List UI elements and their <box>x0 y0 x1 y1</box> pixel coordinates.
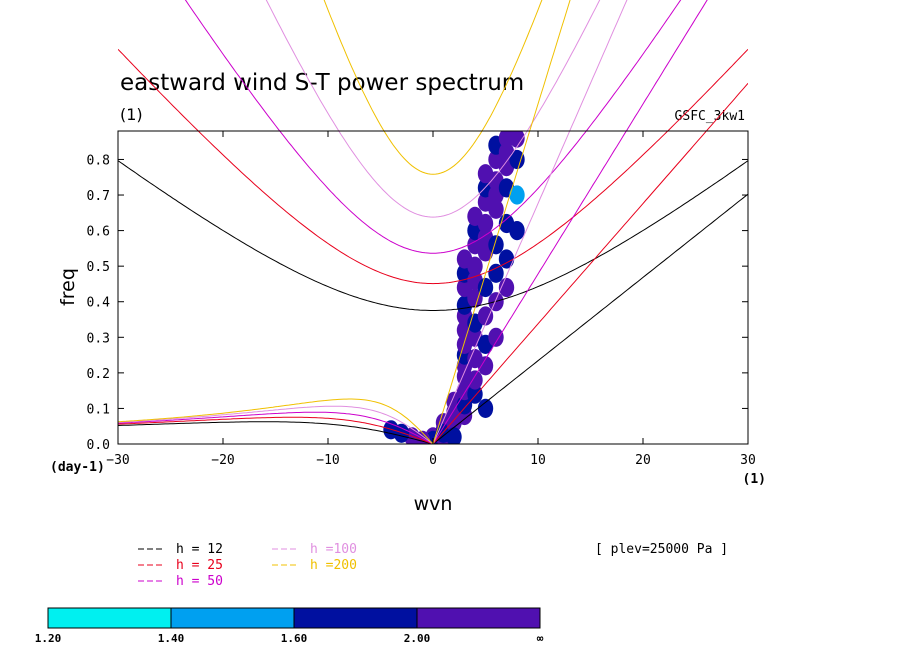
kelvin-curve <box>432 131 571 444</box>
legend-label: h = 12 <box>176 542 223 557</box>
chart-title: eastward wind S-T power spectrum <box>120 70 524 96</box>
y-tick-label: 0.2 <box>87 367 110 382</box>
rossby-curve <box>118 398 434 444</box>
rossby-curve <box>118 405 434 444</box>
colorbar-label: ∞ <box>537 632 544 645</box>
y-tick-label: 0.4 <box>87 296 111 311</box>
colorbar-label: 1.20 <box>35 632 62 645</box>
y-tick-label: 0.8 <box>87 153 110 168</box>
y-tick-label: 0.3 <box>87 331 110 346</box>
dataset-label: GSFC_3kw1 <box>675 109 745 124</box>
legend-label: h =100 <box>310 542 357 557</box>
y-tick-label: 0.5 <box>87 260 110 275</box>
x-tick-label: 30 <box>740 453 756 468</box>
spectrum-cell <box>467 370 483 390</box>
gravity-curve-overflow <box>184 0 682 131</box>
axes: −30 −20 −10 0 10 20 30 0.0 0.1 0.2 0.3 0.4 0.5 0.6 0.7… <box>87 131 756 468</box>
dispersion-curves <box>118 131 748 444</box>
colorbar-segment <box>416 607 541 629</box>
kelvin-curve <box>432 131 708 444</box>
gravity-curve-overflow <box>118 161 748 311</box>
colorbar-label: 1.40 <box>158 632 185 645</box>
colorbar-segment <box>47 607 172 629</box>
spectrum-cell <box>477 306 494 326</box>
colorbar-segment <box>170 607 295 629</box>
y-tick-label: 0.6 <box>87 225 110 240</box>
y-unit-label: (day-1) <box>50 460 105 475</box>
spectrum-cell <box>467 288 483 308</box>
x-tick-label: 10 <box>530 453 546 468</box>
gravity-curve-overflow <box>265 0 601 131</box>
rossby-curve <box>118 411 434 444</box>
rossby-curve <box>118 421 434 444</box>
kelvin-curve-overflow <box>569 0 628 131</box>
gravity-wave-curve <box>197 131 669 285</box>
y-axis-label: freq <box>57 268 79 306</box>
kelvin-curve <box>432 131 531 444</box>
spectrum-cell <box>509 221 525 241</box>
kelvin-curve <box>432 131 627 444</box>
gravity-wave-curve <box>118 160 748 311</box>
y-tick-label: 0.7 <box>87 189 110 204</box>
spectrum-cell <box>488 235 504 255</box>
x-tick-label: −30 <box>106 453 129 468</box>
dispersion-curves-overflow <box>118 0 748 311</box>
spectrum-shading <box>383 131 525 444</box>
spectrum-cell <box>498 249 515 269</box>
legend-label: h =200 <box>310 558 357 573</box>
colorbar-label: 2.00 <box>404 632 431 645</box>
y-tick-label: 0.1 <box>87 402 110 417</box>
plev-annotation: [ plev=25000 Pa ] <box>595 542 728 557</box>
spectrum-cell <box>477 356 494 376</box>
spectrum-cell <box>446 427 462 444</box>
plot-frame <box>117 130 749 445</box>
spectrum-cell <box>509 149 525 170</box>
spectrum-cell <box>498 277 515 298</box>
gravity-wave-curve <box>279 131 587 254</box>
x-tick-label: 20 <box>635 453 651 468</box>
spectrum-cell <box>467 256 483 276</box>
kelvin-curve <box>432 193 748 444</box>
colorbar-label: 1.60 <box>281 632 308 645</box>
spectrum-cell <box>477 277 494 298</box>
spectrum-cell <box>477 213 494 234</box>
spectrum-cell <box>488 263 504 283</box>
rossby-curve <box>118 416 434 444</box>
x-tick-label: −10 <box>316 453 339 468</box>
spectrum-cell <box>488 199 504 219</box>
x-axis-label: wvn <box>414 493 453 515</box>
x-unit-label: (1) <box>743 472 766 487</box>
spectrum-cell <box>477 398 494 418</box>
chart-subtitle: (1) <box>120 105 143 124</box>
spectrum-cell <box>467 384 483 404</box>
colorbar-segment <box>293 607 418 629</box>
spectrum-cell <box>509 131 525 148</box>
spectrum-cell <box>488 327 504 347</box>
colorbar: 1.20 1.40 1.60 2.00 ∞ <box>35 607 544 645</box>
x-tick-label: 0 <box>429 453 437 468</box>
gravity-wave-curve <box>383 131 483 175</box>
gravity-wave-curve <box>338 131 528 218</box>
kelvin-curve-overflow <box>625 0 708 131</box>
legend-label: h = 50 <box>176 574 223 589</box>
x-tick-label: −20 <box>211 453 234 468</box>
y-tick-label: 0.0 <box>87 438 110 453</box>
spectrum-cell <box>509 185 525 205</box>
legend-label: h = 25 <box>176 558 223 573</box>
